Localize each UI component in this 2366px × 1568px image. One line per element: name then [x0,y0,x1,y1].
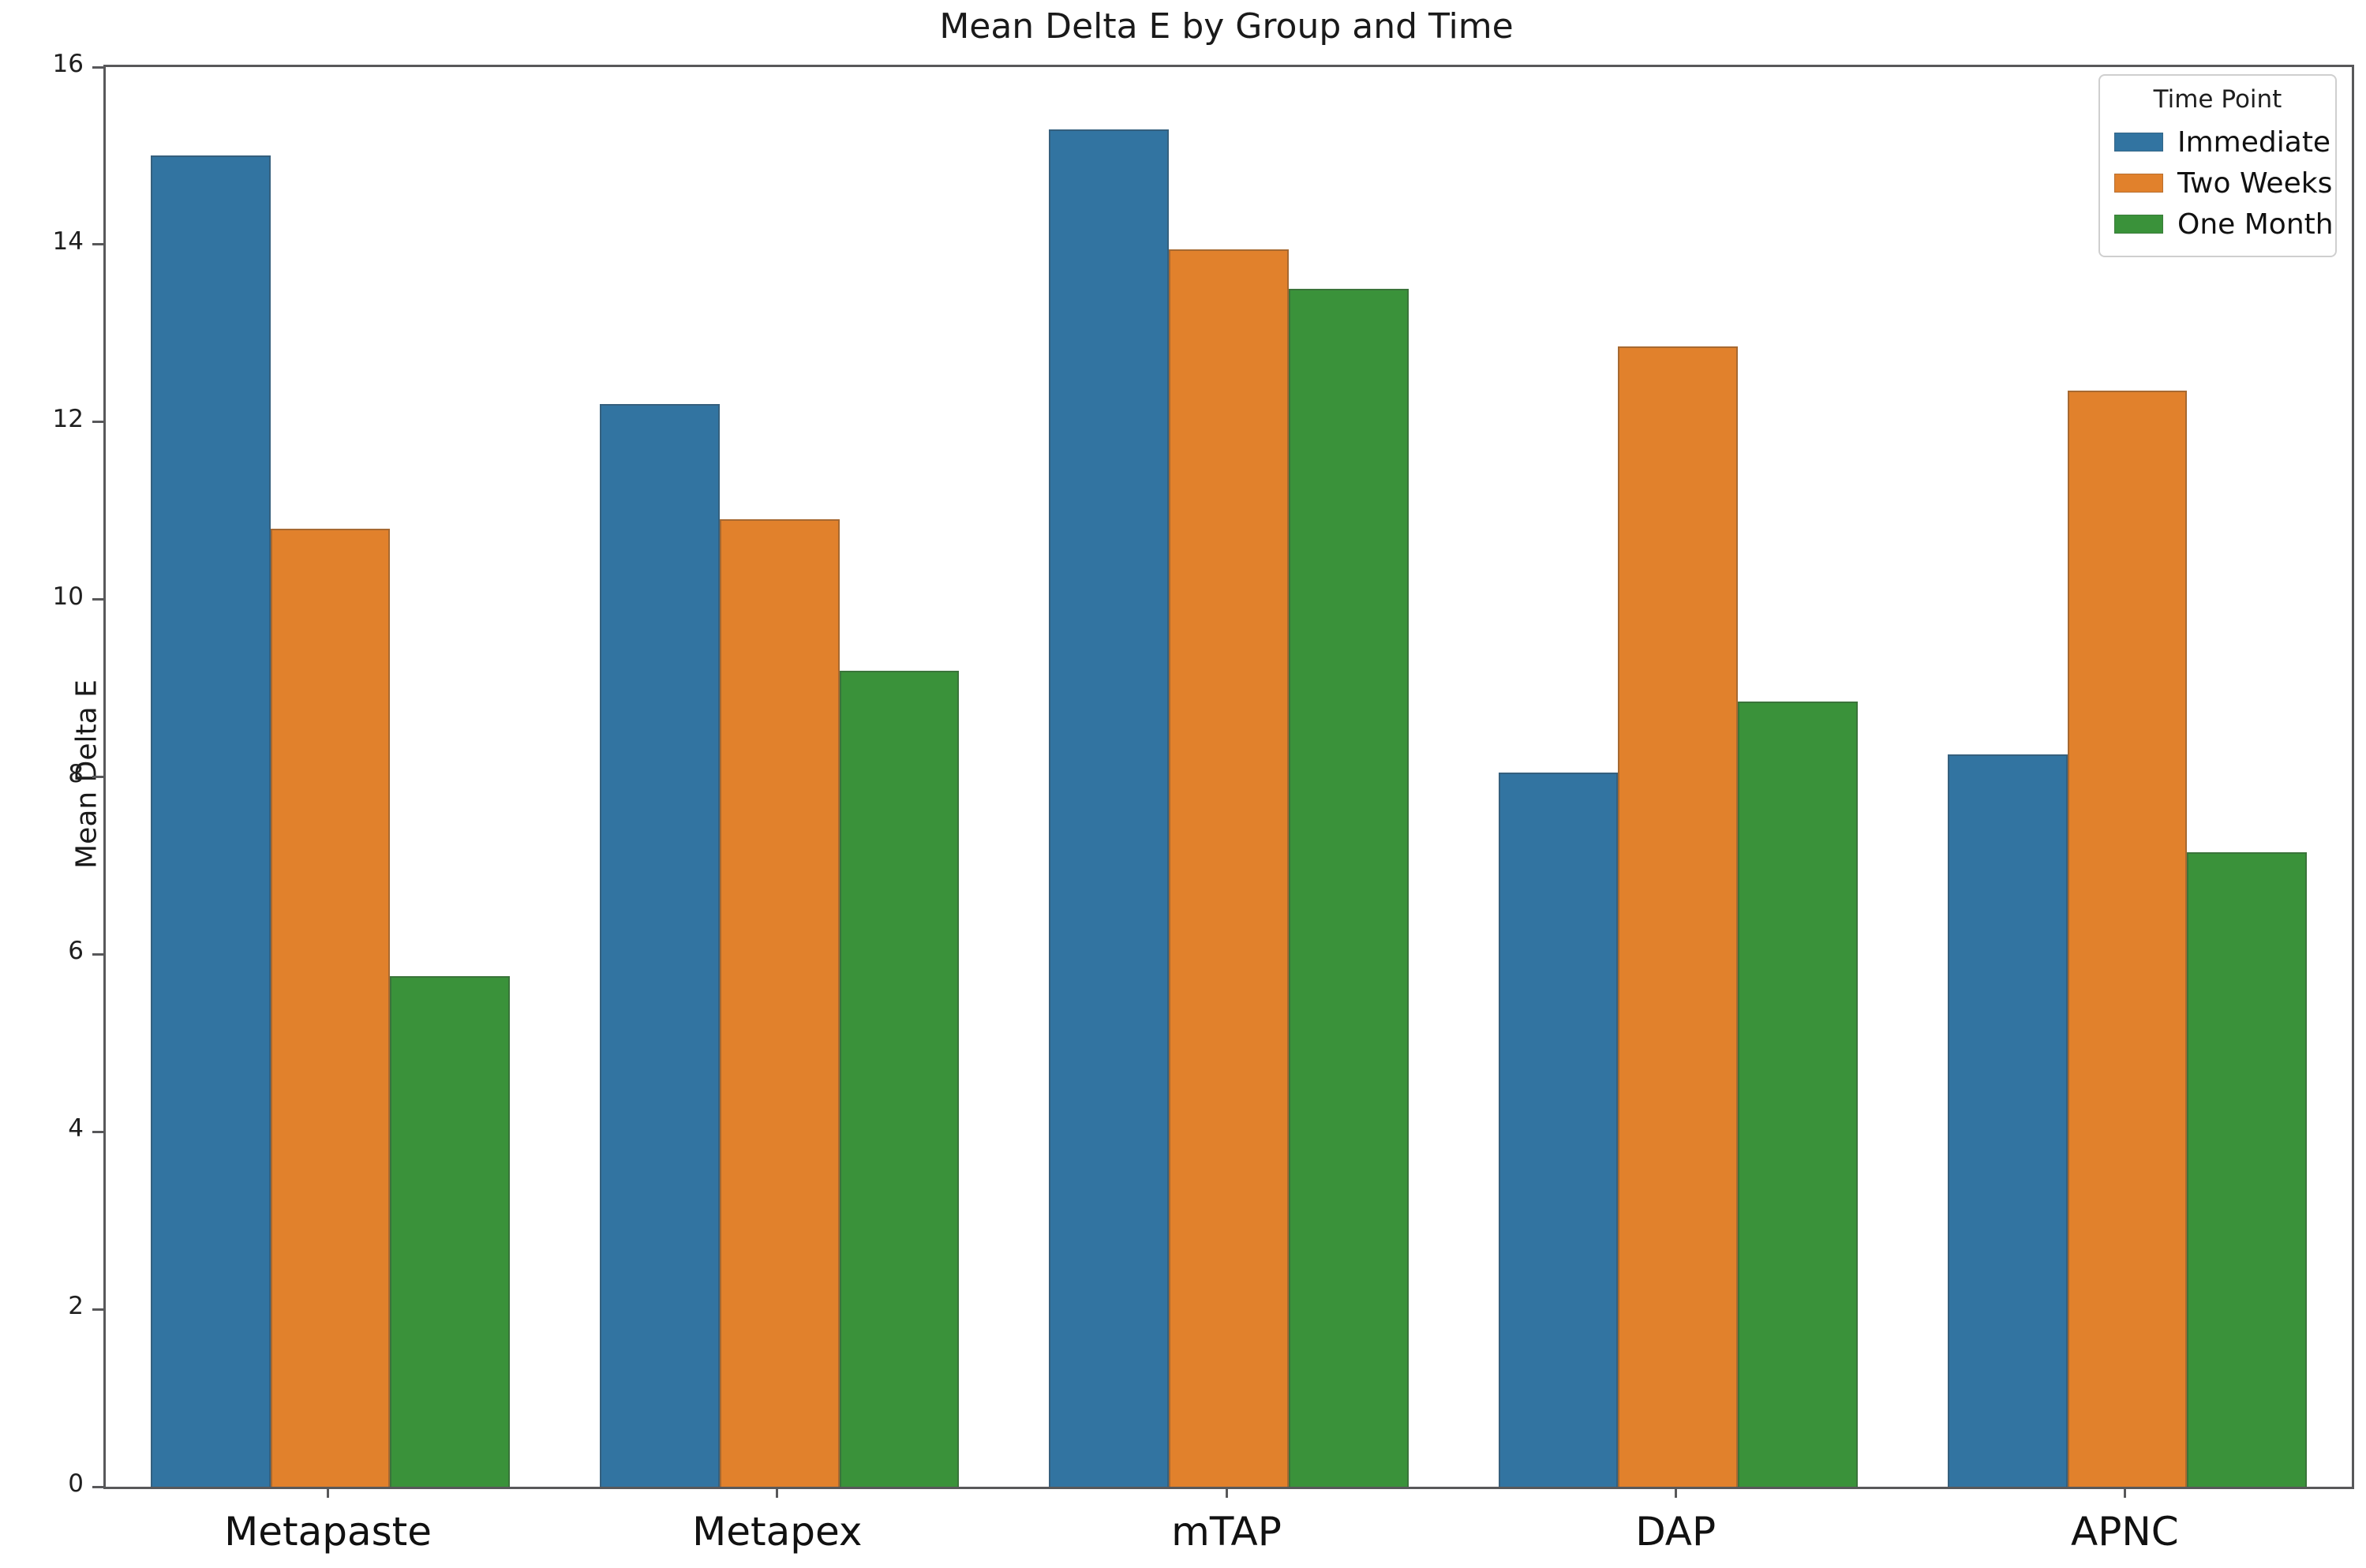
bar-mtap-immediate [1049,129,1170,1487]
bar-apnc-one-month [2187,852,2308,1487]
y-tick-mark [92,243,103,246]
bar-dap-two-weeks [1618,346,1739,1487]
bar-dap-immediate [1498,772,1619,1487]
plot-area [92,65,2354,1489]
y-tick-mark [92,598,103,601]
legend-items: Immediate Two Weeks One Month [2114,122,2334,245]
y-tick-label: 2 [68,1292,84,1321]
x-tick-label-mtap: mTAP [1171,1509,1282,1555]
y-tick-label: 0 [68,1469,84,1498]
legend-swatch-icon [2114,174,2163,193]
y-tick-mark [92,421,103,424]
y-tick-mark [92,776,103,778]
bar-apnc-immediate [1947,754,2068,1487]
x-tick-mark [1674,1488,1677,1498]
y-tick-label: 14 [52,226,84,256]
legend-item-immediate: Immediate [2114,122,2330,163]
y-tick-mark [92,1485,103,1488]
bar-metapex-two-weeks [719,519,840,1487]
bar-mtap-one-month [1288,289,1409,1487]
legend-label: Immediate [2177,125,2331,159]
x-tick-mark [2123,1488,2126,1498]
y-tick-label: 10 [52,582,84,611]
x-tick-label-dap: DAP [1635,1509,1716,1555]
legend-label: One Month [2177,208,2334,241]
x-tick-label-apnc: APNC [2071,1509,2179,1555]
y-tick-label: 8 [68,759,84,788]
legend-swatch-icon [2114,133,2163,152]
y-tick-label: 16 [52,50,84,78]
y-tick-mark [92,1308,103,1311]
legend-swatch-icon [2114,215,2163,234]
bar-metapaste-immediate [150,155,271,1487]
x-tick-label-metapaste: Metapaste [224,1509,432,1555]
bar-metapaste-one-month [390,976,511,1487]
x-tick-mark [776,1488,779,1498]
y-tick-label: 4 [68,1114,84,1143]
legend-label: Two Weeks [2177,167,2333,200]
y-tick-label: 6 [68,937,84,966]
legend: Time Point Immediate Two Weeks One Month [2098,74,2337,257]
bar-metapex-one-month [839,670,960,1487]
x-tick-mark [327,1488,330,1498]
x-tick-mark [1225,1488,1228,1498]
bar-metapex-immediate [600,404,720,1487]
legend-item-two-weeks: Two Weeks [2114,163,2332,204]
chart-title: Mean Delta E by Group and Time [939,6,1514,47]
legend-item-one-month: One Month [2114,204,2334,245]
legend-title: Time Point [2153,85,2282,114]
y-tick-mark [92,952,103,956]
y-tick-mark [92,65,103,69]
y-tick-label: 12 [52,404,84,433]
bar-dap-one-month [1738,701,1858,1487]
x-tick-label-metapex: Metapex [692,1509,863,1555]
bar-apnc-two-weeks [2067,391,2188,1487]
bar-mtap-two-weeks [1169,249,1289,1487]
bar-metapaste-two-weeks [270,528,391,1487]
y-tick-mark [92,1130,103,1133]
